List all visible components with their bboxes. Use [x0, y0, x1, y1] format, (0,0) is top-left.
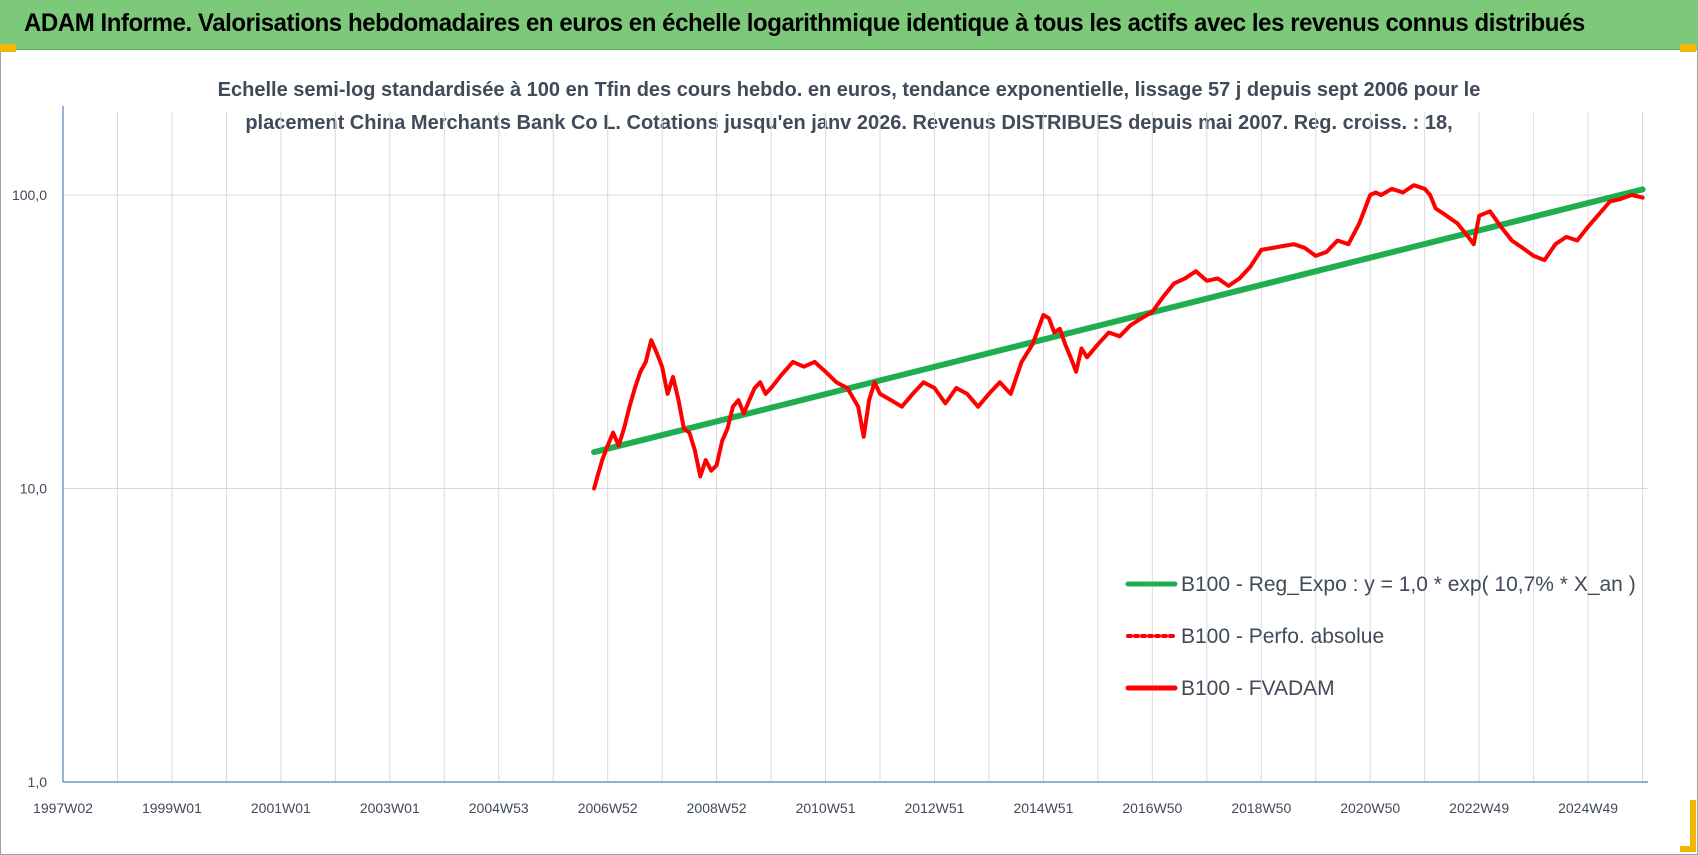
x-tick-label: 2022W49	[1449, 800, 1509, 816]
x-tick-label: 1999W01	[142, 800, 202, 816]
x-tick-label: 2010W51	[796, 800, 856, 816]
series-line-0	[591, 186, 1646, 456]
x-tick-label: 2004W53	[469, 800, 529, 816]
series-line-2	[592, 183, 1645, 491]
grid	[62, 112, 1648, 783]
x-tick-label: 2024W49	[1558, 800, 1618, 816]
chart-subtitle-line2: placement China Merchants Bank Co L. Cot…	[245, 112, 1452, 134]
x-tick-label: 2008W52	[687, 800, 747, 816]
x-tick-label: 2012W51	[905, 800, 965, 816]
corner-marker-top-left	[0, 44, 16, 52]
x-tick-label: 1997W02	[33, 800, 93, 816]
x-tick-label: 2003W01	[360, 800, 420, 816]
chart-subtitle-line1: Echelle semi-log standardisée à 100 en T…	[218, 79, 1481, 101]
x-tick-label: 2016W50	[1122, 800, 1182, 816]
y-tick-label: 10,0	[20, 481, 47, 497]
y-tick-label: 1,0	[28, 774, 48, 790]
series	[591, 183, 1646, 491]
x-tick-label: 2001W01	[251, 800, 311, 816]
legend: B100 - Reg_Expo : y = 1,0 * exp( 10,7% *…	[1125, 573, 1636, 700]
header-banner: ADAM Informe. Valorisations hebdomadaire…	[0, 0, 1698, 50]
legend-label-2: B100 - FVADAM	[1181, 677, 1335, 700]
y-tick-label: 100,0	[12, 187, 47, 203]
corner-marker-top-right	[1680, 44, 1696, 52]
x-tick-label: 2018W50	[1231, 800, 1291, 816]
x-tick-label: 2006W52	[578, 800, 638, 816]
legend-label-1: B100 - Perfo. absolue	[1181, 625, 1384, 648]
corner-marker-bottom-right	[1690, 800, 1696, 850]
legend-label-0: B100 - Reg_Expo : y = 1,0 * exp( 10,7% *…	[1181, 573, 1636, 596]
corner-marker-bottom-right-base	[1680, 846, 1696, 852]
page-title: ADAM Informe. Valorisations hebdomadaire…	[24, 9, 1585, 37]
axes: 1,0 10,0 100,0 1997W02 1999W01 2001W01 2003W01…	[12, 106, 1648, 816]
x-tick-label: 2020W50	[1340, 800, 1400, 816]
x-tick-label: 2014W51	[1013, 800, 1073, 816]
